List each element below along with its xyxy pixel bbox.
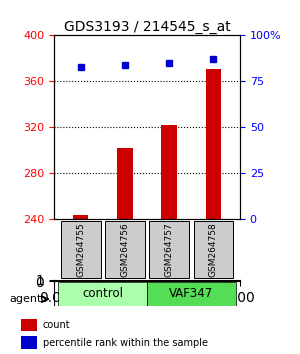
Bar [20,336,37,349]
Text: GSM264758: GSM264758 [209,222,218,277]
Text: percentile rank within the sample: percentile rank within the sample [43,338,208,348]
Text: GSM264757: GSM264757 [165,222,174,277]
Bar [20,319,37,331]
Bar [206,69,221,219]
Text: VAF347: VAF347 [169,287,213,300]
Text: agent: agent [9,294,41,304]
FancyBboxPatch shape [194,221,233,279]
Text: GSM264755: GSM264755 [76,222,85,277]
FancyBboxPatch shape [149,221,189,279]
Text: GDS3193 / 214545_s_at: GDS3193 / 214545_s_at [64,19,230,34]
Text: GSM264756: GSM264756 [120,222,129,277]
FancyBboxPatch shape [105,221,145,279]
FancyBboxPatch shape [147,282,236,306]
Text: control: control [82,287,123,300]
Bar [161,125,177,219]
FancyBboxPatch shape [58,282,147,306]
Text: count: count [43,320,70,330]
Bar [73,215,88,219]
Bar [117,148,133,219]
FancyBboxPatch shape [61,221,100,279]
